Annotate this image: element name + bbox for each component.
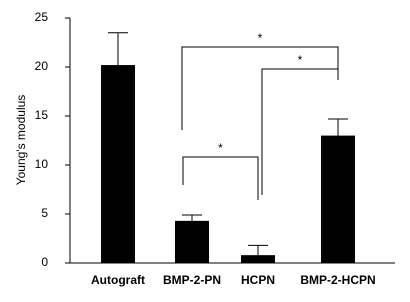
y-tick-label: 20 (35, 59, 49, 73)
significance-bracket (182, 156, 259, 200)
x-tick-label: Autograft (91, 273, 145, 287)
x-tick-label: BMP-2-PN (163, 273, 221, 287)
significance-bracket (261, 68, 339, 195)
y-tick-label: 0 (41, 255, 48, 269)
y-tick-label: 15 (35, 108, 49, 122)
significance-bracket (181, 46, 339, 130)
y-axis-label: Young's modulus (14, 95, 28, 186)
bar (175, 220, 209, 263)
bar (241, 255, 275, 263)
x-tick-label: HCPN (241, 273, 275, 287)
y-tick-label: 10 (35, 157, 49, 171)
bar (321, 135, 355, 263)
significance-label: * (218, 141, 223, 155)
y-tick-label: 5 (41, 206, 48, 220)
significance-label: * (258, 31, 263, 45)
y-tick-label: 25 (35, 10, 49, 24)
x-tick-label: BMP-2-HCPN (300, 273, 375, 287)
bar (101, 65, 135, 263)
significance-label: * (298, 53, 303, 67)
